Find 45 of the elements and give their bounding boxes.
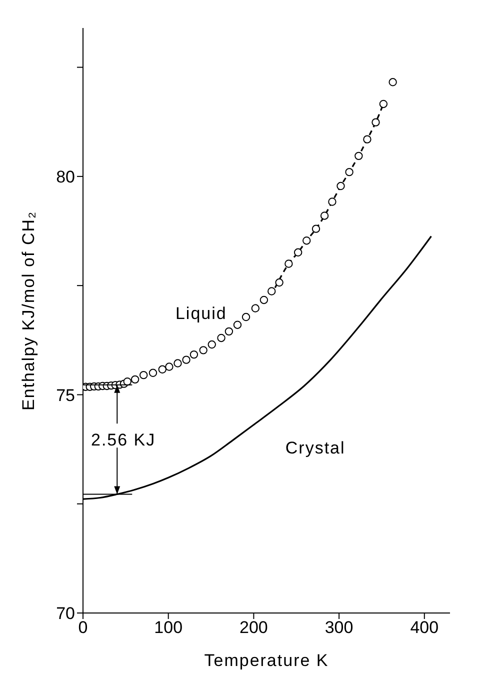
annotation: 2.56 KJ	[91, 430, 156, 450]
point	[130, 375, 140, 384]
point	[363, 135, 372, 144]
point	[148, 368, 158, 377]
point	[388, 78, 397, 86]
x-axis-title: Temperature K	[204, 651, 329, 670]
point	[217, 334, 226, 342]
series-label: Liquid	[175, 304, 227, 323]
x-tick-label: 300	[324, 618, 354, 638]
point	[284, 260, 293, 268]
y-tick-label: 80	[56, 167, 75, 186]
point	[302, 236, 311, 245]
point	[140, 370, 148, 380]
point	[336, 182, 345, 190]
point	[199, 346, 208, 354]
series-label: Crystal	[285, 438, 346, 458]
point	[224, 327, 234, 336]
point	[354, 152, 363, 160]
point	[165, 362, 174, 371]
y-tick-label: 75	[56, 386, 75, 405]
x-tick-label: 100	[154, 618, 183, 638]
point	[242, 312, 250, 322]
point	[260, 296, 268, 304]
point	[372, 118, 380, 126]
point	[208, 340, 216, 349]
point	[190, 350, 198, 359]
point	[320, 212, 329, 220]
point	[233, 320, 242, 329]
x-tick-label: 400	[410, 618, 439, 638]
y-tick-label: 70	[56, 604, 75, 624]
point	[345, 168, 354, 176]
point	[251, 304, 260, 312]
x-tick-label: 200	[240, 618, 268, 638]
point	[328, 198, 336, 206]
point	[379, 100, 388, 108]
point	[294, 248, 302, 256]
point	[123, 378, 132, 386]
point	[158, 365, 166, 374]
x-tick-label: 0	[78, 618, 88, 638]
point	[174, 359, 182, 368]
point	[182, 356, 190, 364]
point	[268, 287, 276, 296]
y-axis-title: Enthalpy KJ/mol of CH₂	[19, 210, 38, 410]
point	[312, 224, 320, 233]
point	[275, 278, 284, 287]
